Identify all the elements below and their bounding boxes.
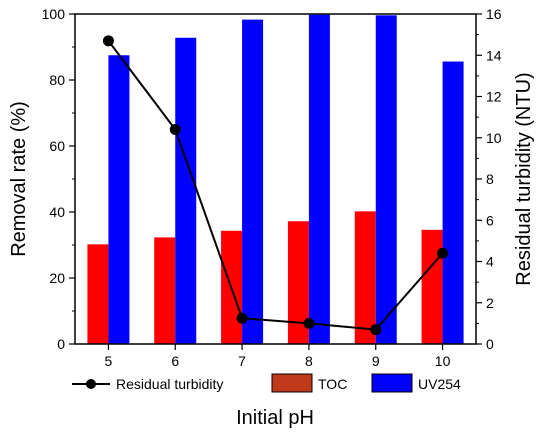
y-tick-label: 60	[49, 138, 65, 154]
y2-axis-title: Residual turbidity (NTU)	[513, 72, 535, 285]
y-tick-label: 0	[57, 336, 65, 352]
legend-item-residual-turbidity: Residual turbidity	[72, 376, 223, 392]
legend-toc-swatch	[271, 373, 313, 393]
y2-tick-label: 10	[486, 130, 502, 146]
x-tick-label: 8	[305, 353, 313, 369]
x-tick-label: 7	[238, 353, 246, 369]
bar-toc-ph-6	[154, 237, 176, 344]
turbidity-point-ph-9	[370, 324, 382, 336]
turbidity-point-ph-6	[169, 124, 181, 135]
y2-tick-label: 12	[486, 89, 502, 105]
y2-tick-label: 16	[486, 6, 502, 22]
turbidity-point-ph-7	[236, 312, 248, 324]
x-tick-label: 5	[105, 353, 113, 369]
bar-uv254-ph-6	[175, 37, 197, 344]
y2-tick-label: 6	[486, 212, 494, 228]
y2-tick-label: 14	[486, 47, 502, 63]
x-tick-label: 6	[171, 353, 179, 369]
legend-item-uv254: UV254	[371, 373, 461, 393]
bar-toc-ph-8	[287, 221, 309, 344]
y-tick-label: 20	[49, 270, 65, 286]
y2-tick-label: 8	[486, 171, 494, 187]
plot-frame	[74, 13, 477, 345]
bar-toc-ph-9	[354, 211, 376, 344]
bar-uv254-ph-10	[442, 61, 464, 345]
turbidity-point-ph-10	[437, 247, 449, 259]
bar-toc-ph-10	[421, 229, 443, 344]
legend-turbidity-marker	[86, 379, 96, 389]
x-axis-title: Initial pH	[236, 407, 314, 429]
legend: Residual turbidity TOC UV254	[72, 373, 461, 393]
x-axis: 5 6 7 8 9 10	[105, 344, 451, 369]
turbidity-line	[107, 40, 444, 331]
turbidity-line-layer	[102, 35, 449, 336]
legend-item-toc: TOC	[271, 373, 347, 393]
bar-uv254-ph-5	[108, 55, 130, 344]
left-y-axis: 0 20 40 60 80 100	[42, 6, 75, 352]
y2-tick-label: 0	[486, 336, 494, 352]
y-tick-label: 40	[49, 204, 65, 220]
x-tick-label: 9	[372, 353, 380, 369]
bar-uv254-ph-7	[242, 19, 264, 345]
x-tick-label: 10	[435, 353, 451, 369]
bar-uv254-ph-9	[375, 15, 397, 344]
legend-uv254-label: UV254	[418, 376, 461, 392]
y2-tick-label: 2	[486, 295, 494, 311]
legend-toc-label: TOC	[318, 376, 347, 392]
y-tick-label: 80	[49, 72, 65, 88]
bar-toc-ph-5	[87, 244, 109, 344]
bar-uv254-ph-8	[308, 14, 330, 344]
y-axis-title: Removal rate (%)	[8, 101, 30, 257]
y2-tick-label: 4	[486, 254, 494, 270]
right-y-axis: 0 2 4 6 8 10 12 14 16	[476, 6, 502, 352]
legend-uv254-swatch	[371, 373, 413, 393]
y-tick-label: 100	[42, 6, 66, 22]
turbidity-point-ph-8	[303, 317, 315, 329]
turbidity-point-ph-5	[102, 35, 114, 47]
legend-turbidity-label: Residual turbidity	[116, 376, 223, 392]
